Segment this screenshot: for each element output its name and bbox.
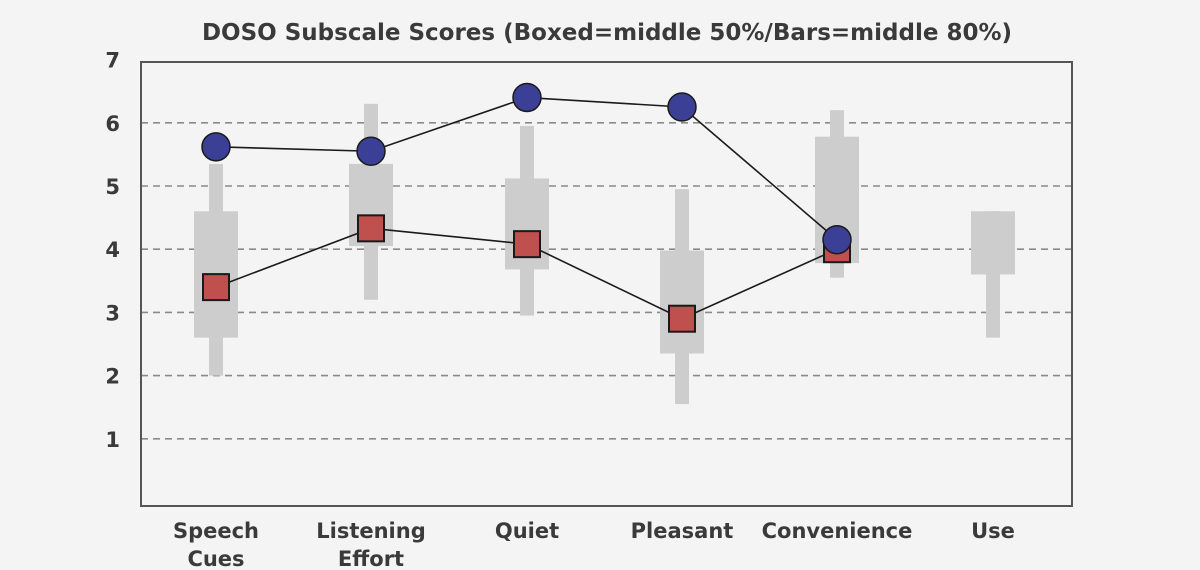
y-tick-label: 1 [105,428,120,452]
x-tick-label-line: Listening [316,519,426,543]
x-tick-label: Quiet [495,519,559,543]
x-tick-label-line: Use [971,519,1015,543]
square-marker [357,214,385,243]
x-tick-label-line: Cues [187,547,244,570]
y-tick-label: 5 [105,175,120,199]
x-tick-label-line: Effort [338,547,404,570]
circle-marker [512,82,542,113]
x-tick-label-line: Speech [173,519,259,543]
circle-marker [822,224,852,255]
chart-title: DOSO Subscale Scores (Boxed=middle 50%/B… [202,20,1012,46]
x-tick-label: Listening Effort [316,519,426,570]
y-tick-label: 4 [105,238,120,262]
grid-lines [141,122,1072,440]
square-marker [202,273,230,302]
iqr-box [971,211,1015,275]
x-tick-label-line: Pleasant [631,519,734,543]
x-tick-label: Convenience [762,519,913,543]
x-axis-ticks: Speech Cues Listening Effort Quiet Pleasant Co… [173,519,1015,570]
circle-marker [201,132,231,162]
x-tick-label: Pleasant [631,519,734,543]
square-marker [513,230,541,259]
circle-marker [667,92,697,122]
plot-frame [140,61,1073,507]
circle-marker [356,136,386,166]
x-tick-label: Use [971,519,1015,543]
x-tick-label-line: Quiet [495,519,559,543]
series-markers [201,82,852,333]
distribution-boxes [194,103,1015,405]
y-tick-label: 6 [105,112,120,136]
x-tick-label-line: Convenience [762,519,913,543]
x-tick-label: Speech Cues [173,519,259,570]
y-tick-label: 2 [105,365,120,389]
iqr-box [660,250,704,354]
y-tick-label: 3 [105,301,120,325]
y-axis-ticks: 1 2 3 4 5 6 7 [105,49,120,452]
square-marker [668,304,696,333]
y-tick-label: 7 [105,49,120,73]
